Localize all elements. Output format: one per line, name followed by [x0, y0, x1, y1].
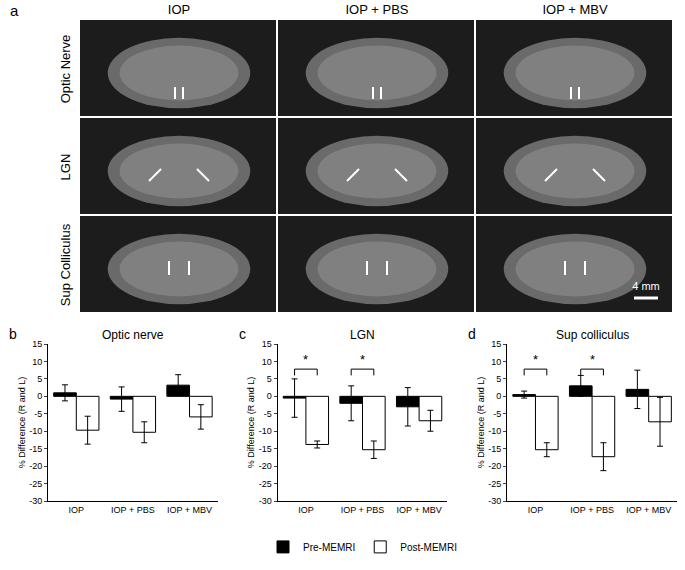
- svg-text:-20: -20: [259, 461, 272, 471]
- svg-text:-10: -10: [259, 426, 272, 436]
- svg-text:IOP + MBV: IOP + MBV: [397, 505, 442, 515]
- svg-text:-20: -20: [488, 461, 501, 471]
- svg-text:5: 5: [496, 374, 501, 384]
- svg-text:LGN: LGN: [350, 328, 375, 342]
- svg-text:-5: -5: [34, 409, 42, 419]
- svg-text:10: 10: [491, 357, 501, 367]
- svg-text:-15: -15: [488, 444, 501, 454]
- svg-text:LGN: LGN: [58, 154, 73, 181]
- svg-text:-15: -15: [259, 444, 272, 454]
- svg-text:d: d: [468, 326, 476, 342]
- svg-text:-20: -20: [29, 461, 42, 471]
- svg-text:IOP + PBS: IOP + PBS: [570, 505, 614, 515]
- svg-text:5: 5: [37, 374, 42, 384]
- svg-text:-10: -10: [488, 426, 501, 436]
- svg-text:*: *: [533, 352, 538, 367]
- svg-text:a: a: [10, 2, 19, 19]
- svg-text:% Difference (R and L): % Difference (R and L): [476, 377, 486, 468]
- svg-text:-25: -25: [29, 479, 42, 489]
- svg-text:-30: -30: [259, 496, 272, 506]
- svg-text:IOP: IOP: [298, 505, 314, 515]
- svg-text:-5: -5: [264, 409, 272, 419]
- svg-text:IOP + PBS: IOP + PBS: [111, 505, 155, 515]
- svg-text:IOP: IOP: [69, 505, 85, 515]
- svg-text:15: 15: [32, 339, 42, 349]
- svg-text:Post-MEMRI: Post-MEMRI: [400, 542, 457, 553]
- svg-text:*: *: [303, 352, 308, 367]
- svg-text:-25: -25: [488, 479, 501, 489]
- svg-text:-15: -15: [29, 444, 42, 454]
- svg-text:0: 0: [267, 391, 272, 401]
- svg-text:-5: -5: [493, 409, 501, 419]
- svg-text:IOP + PBS: IOP + PBS: [341, 505, 385, 515]
- svg-text:Sup Colliculus: Sup Colliculus: [58, 223, 73, 306]
- svg-text:-30: -30: [488, 496, 501, 506]
- svg-text:b: b: [9, 326, 17, 342]
- svg-text:% Difference (R and L): % Difference (R and L): [246, 377, 256, 468]
- svg-text:-10: -10: [29, 426, 42, 436]
- svg-text:% Difference (R and L): % Difference (R and L): [17, 377, 27, 468]
- svg-text:0: 0: [496, 391, 501, 401]
- svg-text:IOP + MBV: IOP + MBV: [542, 2, 607, 17]
- svg-text:IOP + MBV: IOP + MBV: [167, 505, 212, 515]
- svg-text:Optic nerve: Optic nerve: [102, 328, 164, 342]
- svg-text:0: 0: [37, 391, 42, 401]
- svg-text:15: 15: [262, 339, 272, 349]
- svg-text:Sup colliculus: Sup colliculus: [556, 328, 629, 342]
- svg-text:Optic Nerve: Optic Nerve: [58, 35, 73, 104]
- svg-text:IOP: IOP: [168, 2, 190, 17]
- svg-text:*: *: [360, 352, 365, 367]
- svg-text:IOP + PBS: IOP + PBS: [346, 2, 409, 17]
- svg-text:5: 5: [267, 374, 272, 384]
- svg-text:10: 10: [262, 357, 272, 367]
- svg-text:15: 15: [491, 339, 501, 349]
- svg-text:IOP: IOP: [528, 505, 544, 515]
- svg-text:10: 10: [32, 357, 42, 367]
- svg-text:4 mm: 4 mm: [632, 280, 660, 292]
- svg-text:Pre-MEMRI: Pre-MEMRI: [303, 542, 355, 553]
- svg-text:IOP + MBV: IOP + MBV: [626, 505, 671, 515]
- svg-text:-30: -30: [29, 496, 42, 506]
- svg-text:-25: -25: [259, 479, 272, 489]
- svg-text:c: c: [239, 326, 246, 342]
- svg-text:*: *: [590, 352, 595, 367]
